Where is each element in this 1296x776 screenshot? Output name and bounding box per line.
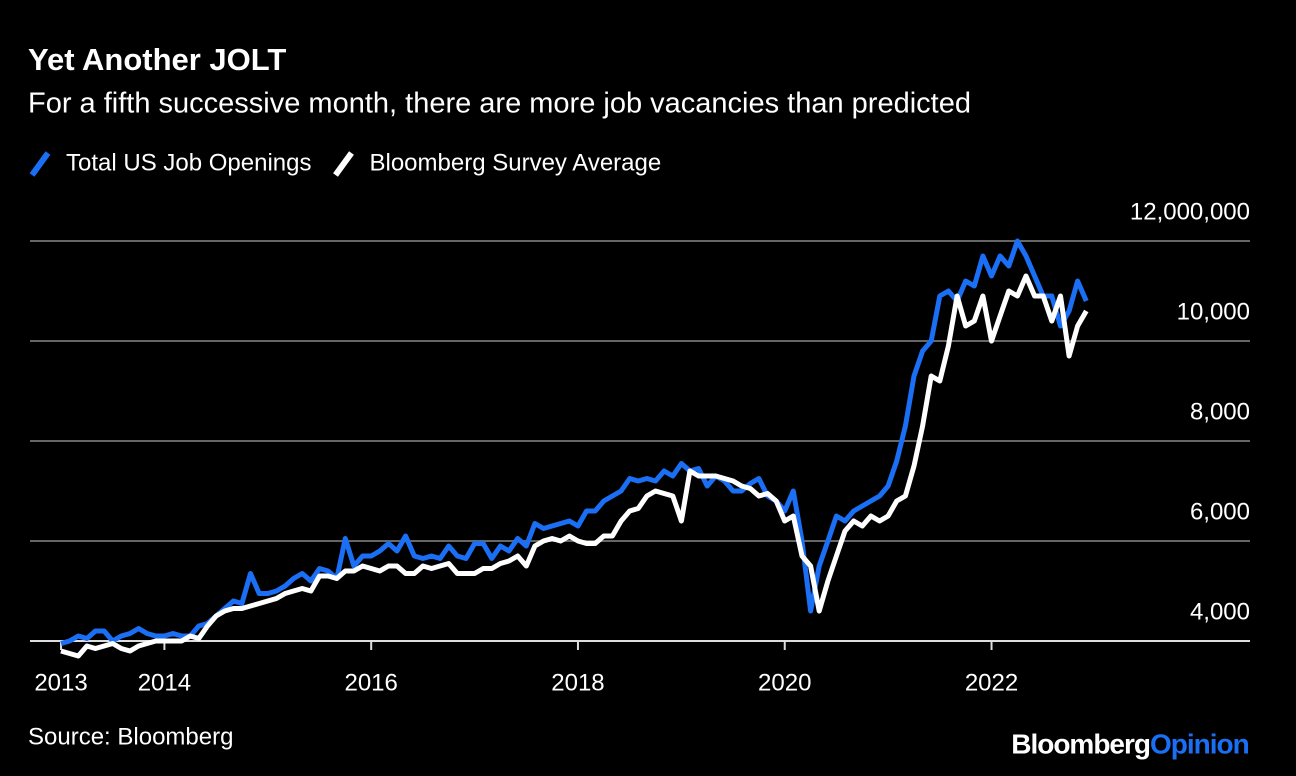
series-line (60, 273, 1089, 659)
legend-swatch (333, 151, 354, 177)
brand-accent: Opinion (1150, 728, 1249, 759)
y-tick-label: 12,000,000 (1130, 198, 1250, 225)
legend-label: Total US Job Openings (66, 149, 311, 176)
x-tick-label: 2020 (758, 669, 811, 696)
legend-swatch (29, 151, 51, 177)
y-tick-label: 4,000 (1190, 598, 1250, 625)
x-tick-label: 2014 (138, 669, 191, 696)
legend-label: Bloomberg Survey Average (369, 149, 661, 176)
brand: Bloomberg (1011, 728, 1150, 759)
source: Source: Bloomberg (28, 723, 233, 750)
chart-title: Yet Another JOLT (28, 42, 286, 77)
chart-subtitle: For a fifth successive month, there are … (28, 88, 971, 120)
x-tick-label: 2013 (34, 669, 87, 696)
x-tick-label: 2022 (965, 669, 1018, 696)
y-tick-label: 10,000 (1177, 298, 1250, 325)
series-line (60, 238, 1089, 646)
x-tick-label: 2018 (551, 669, 604, 696)
y-tick-label: 6,000 (1190, 498, 1250, 525)
y-tick-label: 8,000 (1190, 398, 1250, 425)
x-tick-label: 2016 (344, 669, 397, 696)
